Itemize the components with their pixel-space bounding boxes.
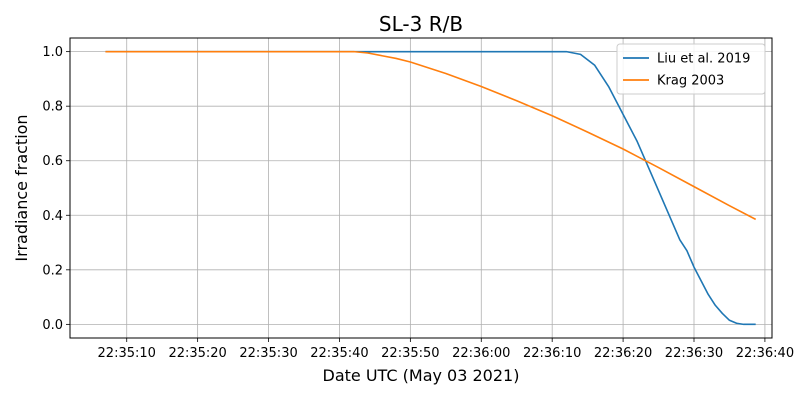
y-tick-label: 0.8 bbox=[42, 100, 63, 115]
x-tick-label: 22:36:40 bbox=[736, 346, 794, 361]
y-tick-label: 0.0 bbox=[42, 318, 63, 333]
x-tick-label: 22:35:50 bbox=[381, 346, 439, 361]
y-axis-title: Irradiance fraction bbox=[12, 114, 31, 261]
x-tick-label: 22:35:40 bbox=[310, 346, 368, 361]
series-lines bbox=[105, 50, 757, 326]
y-tick-label: 0.2 bbox=[42, 263, 63, 278]
x-tick-label: 22:36:20 bbox=[594, 346, 652, 361]
chart-title: SL-3 R/B bbox=[379, 12, 463, 36]
x-tick-label: 22:35:10 bbox=[98, 346, 156, 361]
legend-label: Krag 2003 bbox=[657, 74, 724, 89]
y-tick-label: 0.6 bbox=[42, 154, 63, 169]
legend-label: Liu et al. 2019 bbox=[657, 52, 750, 67]
x-tick-label: 22:35:30 bbox=[239, 346, 297, 361]
x-tick-label: 22:36:00 bbox=[452, 346, 510, 361]
x-axis-title: Date UTC (May 03 2021) bbox=[323, 366, 520, 385]
legend-box bbox=[616, 43, 766, 95]
y-tick-label: 1.0 bbox=[42, 45, 63, 60]
plot-frame bbox=[69, 37, 773, 339]
grid-lines bbox=[70, 38, 772, 338]
x-tick-label: 22:35:20 bbox=[168, 346, 226, 361]
series-line-1 bbox=[105, 50, 756, 326]
x-axis-ticks: 22:35:10 22:35:20 22:35:30 22:35:40 22:35:50… bbox=[98, 338, 794, 361]
legend: Liu et al. 2019 Krag 2003 bbox=[616, 43, 766, 95]
y-tick-label: 0.4 bbox=[42, 209, 63, 224]
x-tick-label: 22:36:30 bbox=[665, 346, 723, 361]
series-line-2 bbox=[105, 50, 757, 221]
y-axis-ticks: 0.0 0.2 0.4 0.6 0.8 1.0 bbox=[42, 45, 70, 333]
x-tick-label: 22:36:10 bbox=[523, 346, 581, 361]
